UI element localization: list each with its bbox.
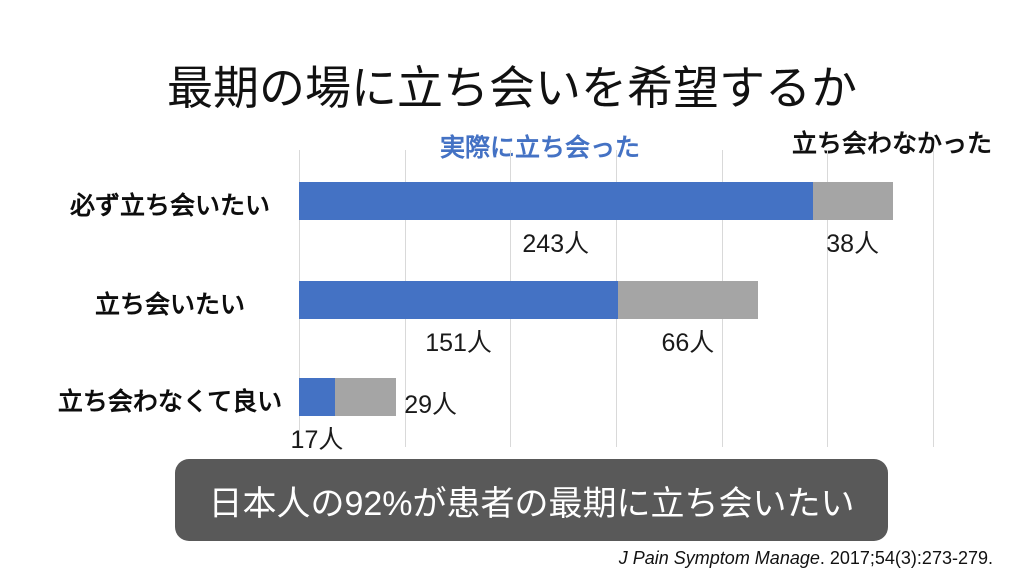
- category-label-no-need-attend: 立ち会わなくて良い: [57, 388, 283, 416]
- value-label: 243人: [522, 230, 590, 258]
- value-label: 38人: [826, 230, 880, 258]
- bar-segment-not-attended: [812, 182, 893, 220]
- summary-callout-box: 日本人の92%が患者の最期に立ち会いたい: [175, 459, 888, 541]
- value-label: 66人: [661, 329, 715, 357]
- summary-text: 日本人の92%が患者の最期に立ち会いたい: [208, 484, 855, 523]
- citation-journal: J Pain Symptom Manage: [618, 548, 820, 568]
- category-label-must-attend: 必ず立ち会いたい: [69, 192, 270, 220]
- value-label: 17人: [290, 426, 344, 454]
- bar-segment-attended: [299, 182, 813, 220]
- chart-title: 最期の場に立ち会いを希望するか: [167, 62, 857, 114]
- bar-segment-attended: [299, 281, 619, 319]
- gridline: [933, 150, 934, 447]
- bar-segment-not-attended: [618, 281, 758, 319]
- citation-reference: . 2017;54(3):273-279.: [819, 548, 993, 568]
- value-label: 151人: [425, 329, 492, 357]
- series-label-not-attended: 立ち会わなかった: [791, 130, 993, 158]
- series-label-attended: 実際に立ち会った: [439, 134, 641, 162]
- gridline: [827, 150, 829, 447]
- bar-segment-attended: [299, 378, 335, 416]
- category-label-want-attend: 立ち会いたい: [94, 291, 245, 319]
- citation: J Pain Symptom Manage. 2017;54(3):273-27…: [619, 548, 993, 569]
- value-label: 29人: [404, 391, 458, 419]
- bar-segment-not-attended: [334, 378, 397, 416]
